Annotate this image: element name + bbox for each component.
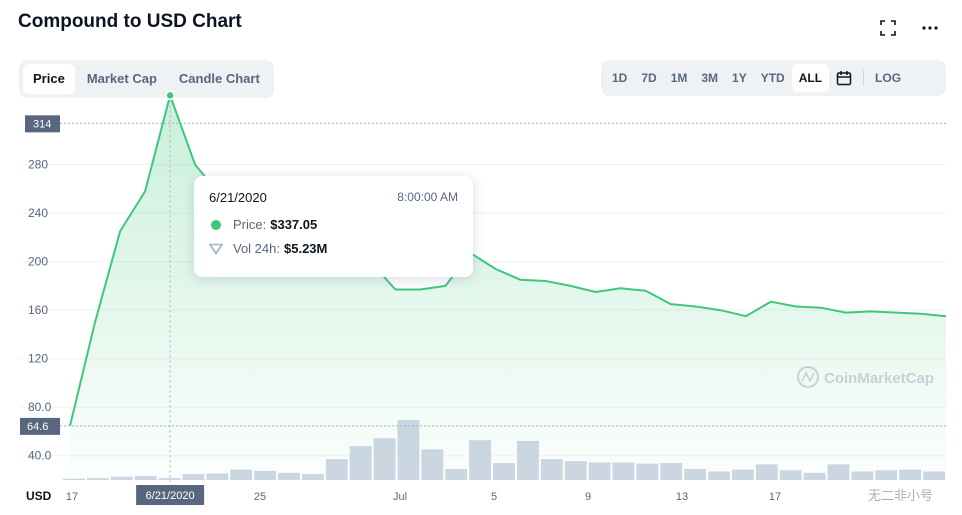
watermark: CoinMarketCap — [797, 366, 934, 388]
tab-candle-chart[interactable]: Candle Chart — [178, 71, 260, 86]
price-tooltip: 6/21/2020 8:00:00 AM Price: $337.05 Vol … — [194, 176, 473, 277]
range-3m[interactable]: 3M — [701, 71, 719, 85]
x-tick-label: Jul — [393, 491, 407, 503]
more-icon[interactable] — [920, 18, 940, 38]
corner-watermark: 无二非小号 — [868, 489, 933, 504]
coinmarketcap-logo-mark — [801, 371, 815, 383]
chart-toolbar-icons — [878, 18, 940, 38]
y-tick-label: 160 — [28, 303, 48, 317]
time-range-selector: 1D 7D 1M 3M 1Y YTD ALL LOG — [601, 60, 946, 96]
range-all[interactable]: ALL — [791, 64, 830, 92]
tab-market-cap[interactable]: Market Cap — [86, 71, 157, 86]
y-tick-label: 80.0 — [28, 400, 52, 414]
range-divider — [863, 70, 865, 86]
range-7d[interactable]: 7D — [641, 71, 657, 85]
tooltip-price-label: Price: — [233, 217, 267, 232]
x-tick-label: 25 — [254, 491, 266, 503]
chart-type-tabs: Price Market Cap Candle Chart — [19, 60, 274, 98]
x-highlight-label: 6/21/2020 — [146, 490, 195, 502]
price-series-marker — [211, 219, 221, 230]
calendar-icon[interactable] — [829, 64, 859, 92]
tooltip-volume-label: Vol 24h: — [233, 241, 280, 256]
tab-price[interactable]: Price — [23, 64, 75, 94]
volume-icon — [209, 243, 223, 255]
range-1y[interactable]: 1Y — [732, 71, 747, 85]
tooltip-volume-value: $5.23M — [284, 241, 328, 256]
page-title: Compound to USD Chart — [18, 11, 242, 32]
x-tick-label: 5 — [491, 491, 497, 503]
y-tick-label: 120 — [28, 352, 48, 366]
y-tick-label: 40.0 — [28, 449, 52, 463]
range-1d[interactable]: 1D — [612, 71, 628, 85]
y-tick-label: 240 — [28, 206, 48, 220]
watermark-text: CoinMarketCap — [824, 370, 934, 387]
x-tick-label: 17 — [66, 491, 78, 503]
x-highlight-tag — [136, 485, 205, 505]
tooltip-time: 8:00:00 AM — [397, 190, 458, 204]
x-tick-label: 17 — [769, 491, 781, 503]
coinmarketcap-logo-icon — [797, 366, 819, 388]
max-price-label: 314 — [33, 118, 51, 130]
x-tick-label: 9 — [585, 491, 591, 503]
y-tick-label: 280 — [28, 158, 48, 172]
tooltip-price-value: $337.05 — [270, 217, 318, 232]
x-tick-label: 13 — [676, 491, 688, 503]
currency-label: USD — [26, 489, 52, 503]
price-area — [70, 95, 946, 481]
min-price-label: 64.6 — [27, 421, 48, 433]
range-1m[interactable]: 1M — [670, 71, 688, 85]
log-toggle[interactable]: LOG — [875, 71, 902, 85]
range-ytd[interactable]: YTD — [760, 71, 785, 85]
y-tick-label: 200 — [28, 255, 48, 269]
max-price-tag — [25, 115, 60, 133]
highlight-point — [165, 90, 175, 101]
tooltip-date: 6/21/2020 — [209, 190, 267, 205]
min-price-tag — [20, 417, 60, 435]
expand-icon[interactable] — [878, 18, 898, 38]
